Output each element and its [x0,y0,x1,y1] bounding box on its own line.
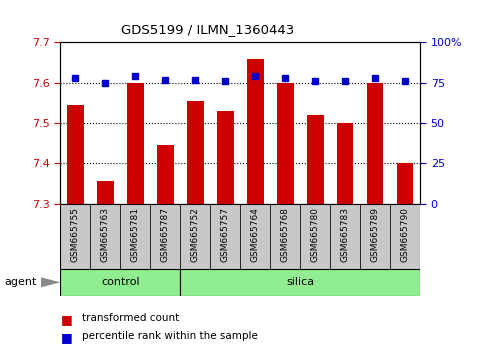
Bar [217,111,234,204]
Text: GSM665790: GSM665790 [401,207,410,262]
Bar [157,145,173,204]
Text: GSM665763: GSM665763 [101,207,110,262]
Bar [330,204,360,269]
Bar [360,204,390,269]
Bar [270,204,300,269]
Text: GSM665755: GSM665755 [71,207,80,262]
Text: GDS5199 / ILMN_1360443: GDS5199 / ILMN_1360443 [121,23,294,36]
Polygon shape [41,278,60,287]
Text: GSM665752: GSM665752 [191,207,200,262]
Bar [67,105,84,204]
Bar [60,269,180,296]
Bar [127,83,143,204]
Text: percentile rank within the sample: percentile rank within the sample [82,331,258,341]
Bar [337,123,354,204]
Text: GSM665768: GSM665768 [281,207,290,262]
Bar [397,163,413,204]
Text: GSM665757: GSM665757 [221,207,230,262]
Text: GSM665780: GSM665780 [311,207,320,262]
Bar [367,83,384,204]
Text: GSM665764: GSM665764 [251,207,260,262]
Bar [247,59,264,204]
Bar [180,269,420,296]
Text: ■: ■ [60,313,72,326]
Text: transformed count: transformed count [82,313,179,323]
Text: GSM665783: GSM665783 [341,207,350,262]
Bar [180,204,210,269]
Bar [90,204,120,269]
Bar [300,204,330,269]
Bar [150,204,180,269]
Bar [307,115,324,204]
Bar [210,204,240,269]
Bar [277,83,294,204]
Bar [60,204,90,269]
Bar [241,204,270,269]
Text: GSM665789: GSM665789 [371,207,380,262]
Text: GSM665781: GSM665781 [131,207,140,262]
Bar [390,204,420,269]
Bar [97,181,114,204]
Text: agent: agent [5,277,37,287]
Bar [120,204,150,269]
Text: silica: silica [286,277,314,287]
Bar [187,101,203,204]
Text: control: control [101,277,140,287]
Text: GSM665787: GSM665787 [161,207,170,262]
Text: ■: ■ [60,331,72,344]
